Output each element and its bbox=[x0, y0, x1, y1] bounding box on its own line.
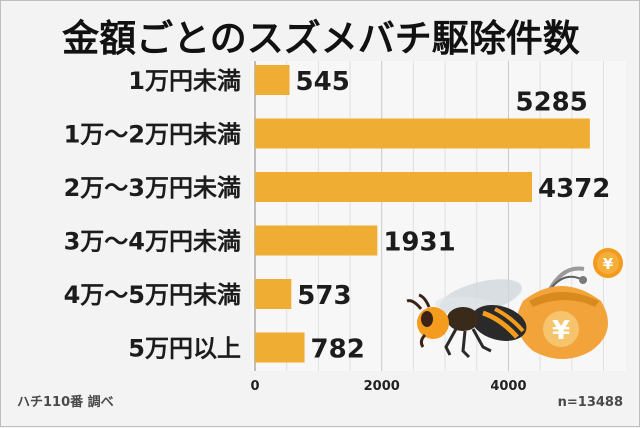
bar bbox=[255, 225, 378, 256]
category-label: 2万〜3万円未満 bbox=[64, 174, 241, 202]
source-note: ハチ110番 調べ bbox=[17, 394, 114, 410]
bar bbox=[255, 118, 590, 149]
category-label: 3万〜4万円未満 bbox=[64, 228, 241, 256]
x-tick-label: 2000 bbox=[364, 379, 400, 394]
category-label: 4万〜5万円未満 bbox=[64, 281, 241, 309]
x-tick-labels: 0 2000 4000 bbox=[250, 379, 526, 394]
category-label: 1万〜2万円未満 bbox=[64, 121, 241, 149]
category-label: 5万円以上 bbox=[128, 335, 241, 363]
value-labels: 545 5285 4372 1931 573 782 bbox=[296, 67, 611, 365]
value-label: 4372 bbox=[538, 174, 610, 204]
x-tick-label: 0 bbox=[250, 379, 259, 394]
hornet-icon bbox=[406, 279, 527, 359]
bar bbox=[255, 332, 305, 363]
bar bbox=[255, 279, 292, 309]
bar bbox=[255, 65, 290, 95]
chart-title: 金額ごとのスズメバチ駆除件数 bbox=[62, 17, 580, 60]
category-label: 1万円未満 bbox=[128, 67, 241, 95]
x-tick-label: 4000 bbox=[490, 379, 526, 394]
coin-icon: ¥ bbox=[593, 248, 623, 278]
purse-yen-symbol: ¥ bbox=[552, 316, 570, 346]
value-label: 5285 bbox=[515, 88, 587, 118]
value-label: 573 bbox=[297, 281, 351, 311]
sample-size-note: n=13488 bbox=[558, 395, 623, 410]
purse-icon: ¥ bbox=[516, 266, 609, 359]
value-label: 782 bbox=[311, 335, 365, 365]
value-label: 545 bbox=[296, 67, 350, 97]
category-labels: 1万円未満 1万〜2万円未満 2万〜3万円未満 3万〜4万円未満 4万〜5万円未満 5万円… bbox=[64, 67, 241, 363]
bars-group bbox=[255, 65, 590, 363]
bar bbox=[255, 172, 533, 202]
coin-yen-symbol: ¥ bbox=[603, 255, 614, 273]
value-label: 1931 bbox=[383, 228, 455, 258]
